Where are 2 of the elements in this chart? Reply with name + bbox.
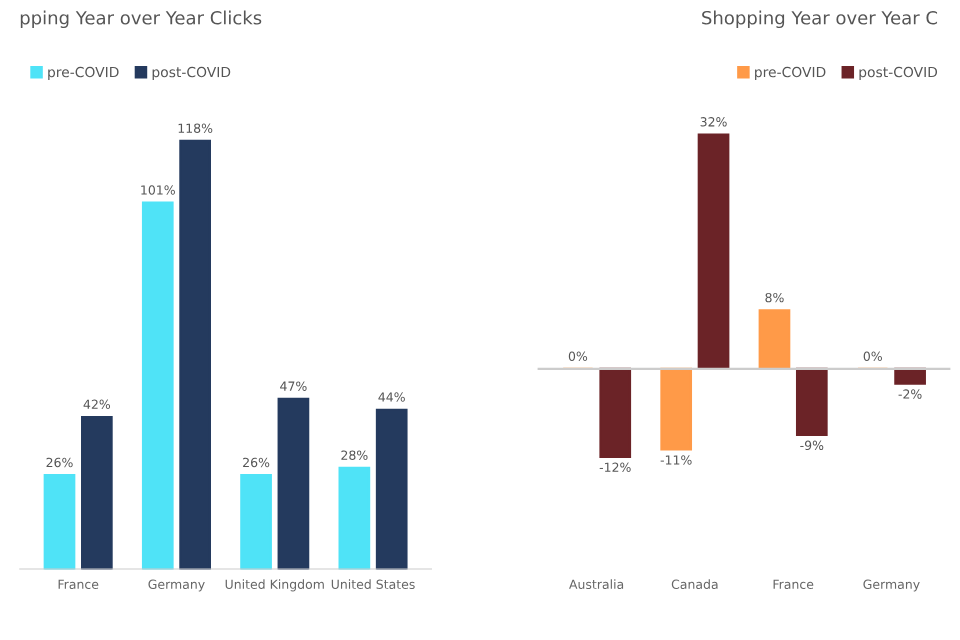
chart-title: pping Year over Year Clicks <box>20 10 262 29</box>
chart-title: Shopping Year over Year C <box>702 10 938 29</box>
